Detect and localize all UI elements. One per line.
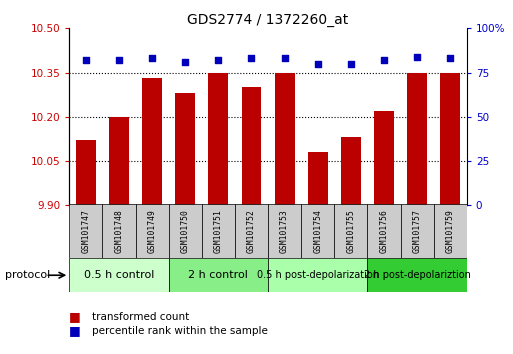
- Bar: [242, 87, 262, 205]
- Bar: [175, 93, 195, 205]
- Text: GSM101759: GSM101759: [446, 209, 455, 253]
- Point: [281, 56, 289, 61]
- Bar: [433, 204, 467, 258]
- Bar: [69, 258, 169, 292]
- Text: 2 h post-depolariztion: 2 h post-depolariztion: [364, 270, 470, 280]
- Bar: [308, 152, 328, 205]
- Point: [115, 57, 123, 63]
- Text: GSM101747: GSM101747: [82, 209, 90, 253]
- Point: [82, 57, 90, 63]
- Text: GSM101749: GSM101749: [148, 209, 156, 253]
- Point: [413, 54, 421, 59]
- Bar: [301, 204, 334, 258]
- Bar: [103, 204, 135, 258]
- Text: GSM101750: GSM101750: [181, 209, 190, 253]
- Text: ■: ■: [69, 310, 81, 323]
- Bar: [367, 258, 467, 292]
- Text: GSM101752: GSM101752: [247, 209, 256, 253]
- Text: GSM101755: GSM101755: [346, 209, 356, 253]
- Bar: [235, 204, 268, 258]
- Text: 0.5 h post-depolarization: 0.5 h post-depolarization: [256, 270, 379, 280]
- Bar: [367, 204, 401, 258]
- Text: GSM101751: GSM101751: [214, 209, 223, 253]
- Bar: [169, 258, 268, 292]
- Bar: [274, 73, 294, 205]
- Text: ■: ■: [69, 325, 81, 337]
- Text: transformed count: transformed count: [92, 312, 190, 322]
- Text: GSM101754: GSM101754: [313, 209, 322, 253]
- Point: [380, 57, 388, 63]
- Title: GDS2774 / 1372260_at: GDS2774 / 1372260_at: [187, 13, 349, 27]
- Bar: [169, 204, 202, 258]
- Text: 2 h control: 2 h control: [188, 270, 248, 280]
- Bar: [202, 204, 235, 258]
- Bar: [374, 111, 394, 205]
- Bar: [69, 204, 103, 258]
- Bar: [401, 204, 433, 258]
- Point: [347, 61, 355, 67]
- Bar: [142, 79, 162, 205]
- Bar: [334, 204, 367, 258]
- Bar: [407, 73, 427, 205]
- Point: [214, 57, 223, 63]
- Point: [446, 56, 455, 61]
- Bar: [109, 117, 129, 205]
- Text: protocol: protocol: [5, 270, 50, 280]
- Bar: [135, 204, 169, 258]
- Point: [181, 59, 189, 65]
- Bar: [268, 204, 301, 258]
- Text: GSM101756: GSM101756: [380, 209, 388, 253]
- Point: [313, 61, 322, 67]
- Point: [148, 56, 156, 61]
- Bar: [440, 73, 460, 205]
- Bar: [76, 141, 96, 205]
- Text: 0.5 h control: 0.5 h control: [84, 270, 154, 280]
- Text: GSM101753: GSM101753: [280, 209, 289, 253]
- Point: [247, 56, 255, 61]
- Bar: [268, 258, 367, 292]
- Text: percentile rank within the sample: percentile rank within the sample: [92, 326, 268, 336]
- Text: GSM101748: GSM101748: [114, 209, 124, 253]
- Bar: [341, 137, 361, 205]
- Bar: [208, 73, 228, 205]
- Text: GSM101757: GSM101757: [412, 209, 422, 253]
